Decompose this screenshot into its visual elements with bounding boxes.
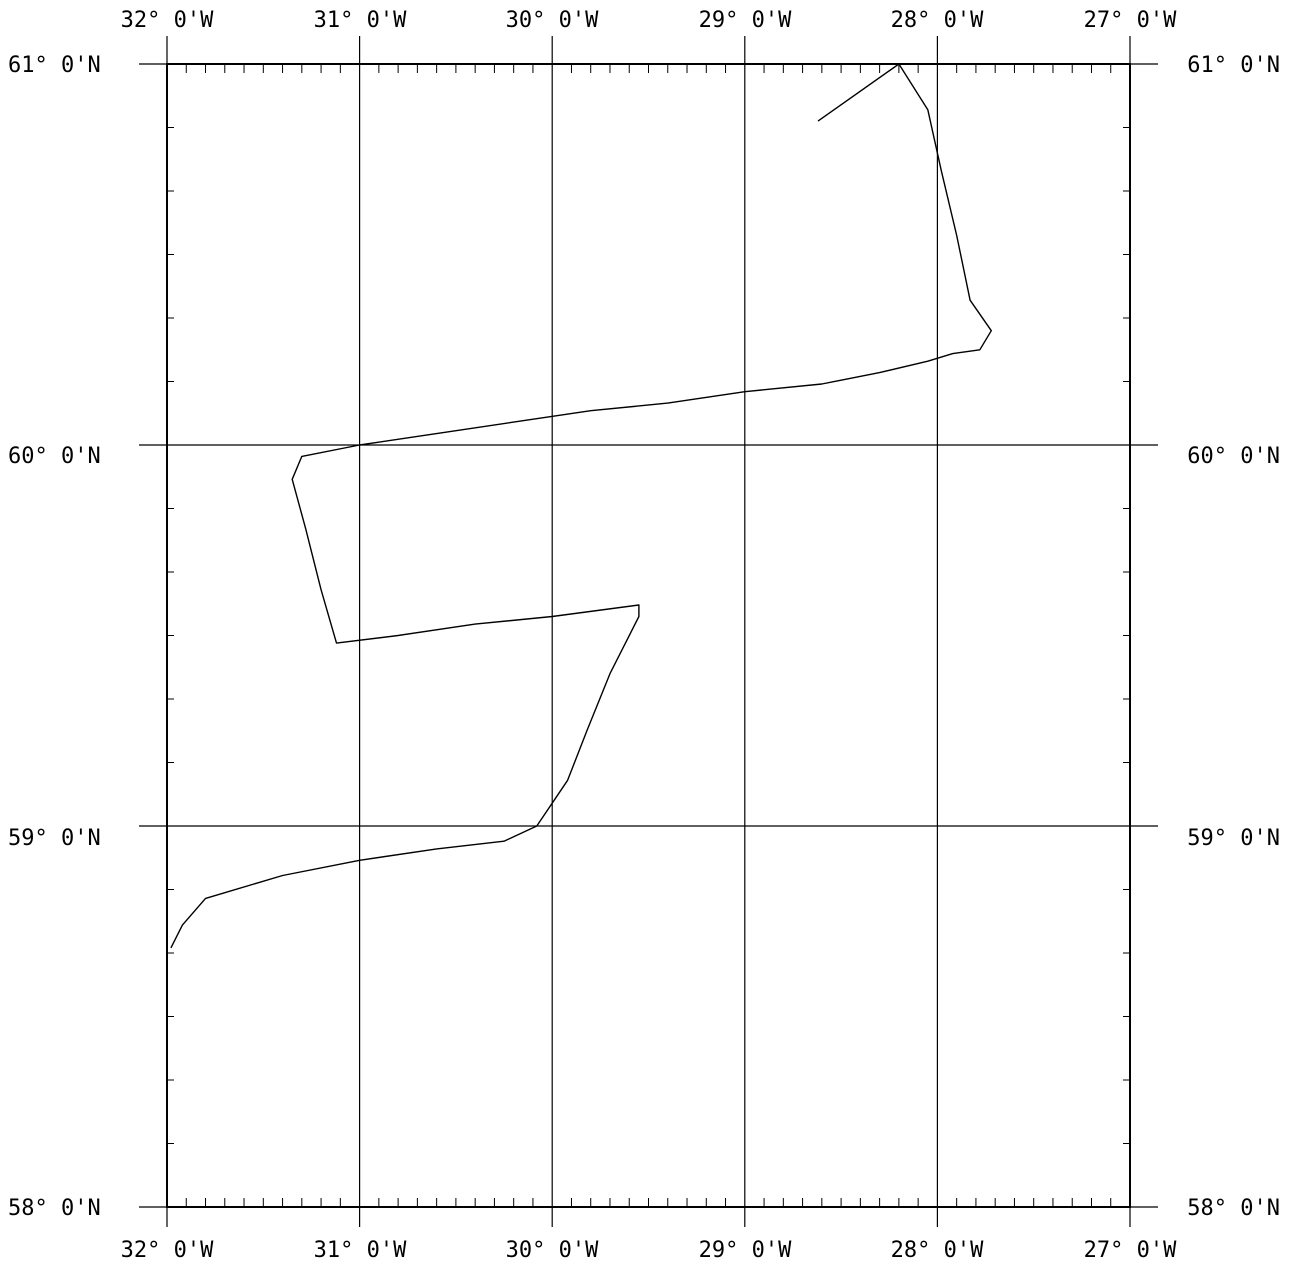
lat-label-right-58n: 58° 0'N [1187,1196,1280,1221]
lon-label-top-32w: 32° 0'W [121,8,214,33]
lat-label-right-59n: 59° 0'N [1187,826,1280,851]
lon-label-bottom-27w: 27° 0'W [1084,1238,1177,1263]
lon-label-top-27w: 27° 0'W [1084,8,1177,33]
lat-label-left-61n: 61° 0'N [8,53,101,78]
lat-label-left-60n: 60° 0'N [8,444,101,469]
map-frame [166,63,1131,1208]
lon-label-top-30w: 30° 0'W [506,8,599,33]
lon-label-top-29w: 29° 0'W [699,8,792,33]
ship-track-line [170,63,992,949]
lat-label-right-60n: 60° 0'N [1187,444,1280,469]
lon-label-top-28w: 28° 0'W [891,8,984,33]
lat-label-right-61n: 61° 0'N [1187,53,1280,78]
lat-label-left-59n: 59° 0'N [8,826,101,851]
lon-label-bottom-32w: 32° 0'W [121,1238,214,1263]
graticule [166,63,1131,1208]
lat-label-left-58n: 58° 0'N [8,1196,101,1221]
lon-label-bottom-28w: 28° 0'W [891,1238,984,1263]
lon-label-bottom-29w: 29° 0'W [699,1238,792,1263]
frame-ticks [139,36,1158,1227]
lon-label-top-31w: 31° 0'W [314,8,407,33]
lon-label-bottom-30w: 30° 0'W [506,1238,599,1263]
lon-label-bottom-31w: 31° 0'W [314,1238,407,1263]
